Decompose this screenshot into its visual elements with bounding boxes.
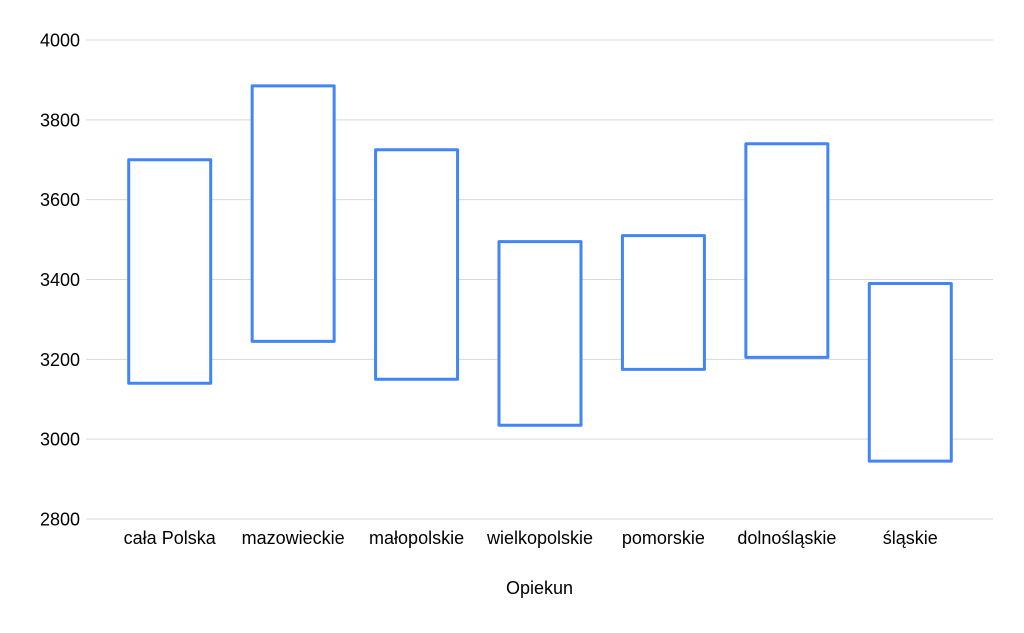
y-tick-label: 3600 — [40, 190, 80, 210]
y-tick-label: 3000 — [40, 430, 80, 450]
x-tick-label: wielkopolskie — [486, 528, 593, 548]
x-tick-label: dolnośląskie — [737, 528, 836, 548]
range-bar[interactable] — [374, 148, 460, 381]
range-bar[interactable] — [744, 142, 830, 359]
range-bar[interactable] — [620, 234, 706, 371]
x-tick-label: mazowieckie — [242, 528, 345, 548]
y-tick-label: 2800 — [40, 510, 80, 530]
y-tick-label: 3200 — [40, 350, 80, 370]
range-bar[interactable] — [497, 240, 583, 427]
y-tick-label: 3400 — [40, 270, 80, 290]
range-bar[interactable] — [250, 84, 336, 343]
x-tick-label: cała Polska — [124, 528, 217, 548]
range-bar[interactable] — [867, 281, 953, 463]
y-tick-label: 4000 — [40, 31, 80, 51]
range-bar[interactable] — [127, 158, 213, 385]
y-tick-label: 3800 — [40, 110, 80, 130]
x-tick-label: śląskie — [883, 528, 938, 548]
x-tick-label: małopolskie — [369, 528, 464, 548]
x-axis-title: Opiekun — [505, 578, 574, 598]
x-tick-label: pomorskie — [622, 528, 705, 548]
